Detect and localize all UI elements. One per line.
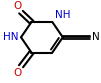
- Text: HN: HN: [3, 32, 18, 42]
- Text: NH: NH: [55, 10, 71, 20]
- Text: O: O: [13, 68, 21, 78]
- Text: O: O: [13, 1, 21, 11]
- Text: N: N: [92, 32, 100, 42]
